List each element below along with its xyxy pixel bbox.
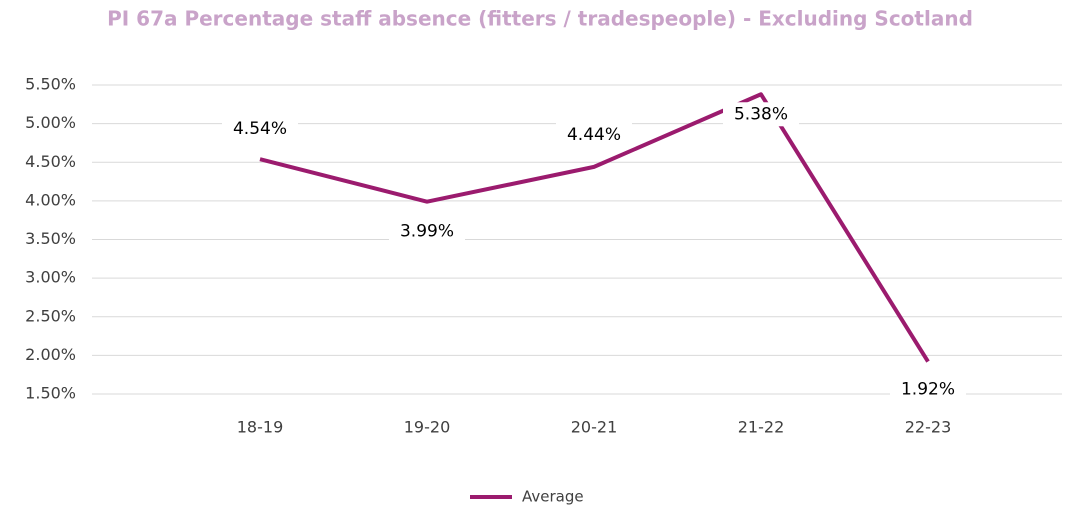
legend-label: Average	[522, 488, 584, 506]
value-label-bg	[723, 102, 799, 127]
x-tick-label: 22-23	[905, 418, 952, 437]
y-tick-label: 3.00%	[25, 268, 76, 287]
value-label-bg	[222, 117, 298, 142]
chart-title: PI 67a Percentage staff absence (fitters…	[107, 7, 973, 31]
y-tick-label: 5.00%	[25, 113, 76, 132]
y-tick-label: 4.50%	[25, 152, 76, 171]
value-label-bg	[556, 122, 632, 147]
x-tick-label: 18-19	[237, 418, 284, 437]
value-label: 3.99%	[400, 222, 454, 242]
x-tick-label: 19-20	[404, 418, 451, 437]
y-tick-label: 2.50%	[25, 306, 76, 325]
value-label: 4.44%	[567, 125, 621, 145]
line	[259, 92, 930, 363]
y-tick-label: 2.00%	[25, 345, 76, 364]
y-tick-label: 3.50%	[25, 229, 76, 248]
y-tick-label: 5.50%	[25, 75, 76, 94]
x-tick-label: 20-21	[571, 418, 618, 437]
value-label-bg	[389, 219, 465, 244]
value-label-bg	[890, 377, 966, 402]
value-label: 1.92%	[901, 380, 955, 400]
value-label: 4.54%	[233, 119, 287, 139]
value-label: 5.38%	[734, 104, 788, 124]
y-tick-label: 1.50%	[25, 384, 76, 403]
x-tick-label: 21-22	[738, 418, 785, 437]
y-tick-label: 4.00%	[25, 190, 76, 209]
